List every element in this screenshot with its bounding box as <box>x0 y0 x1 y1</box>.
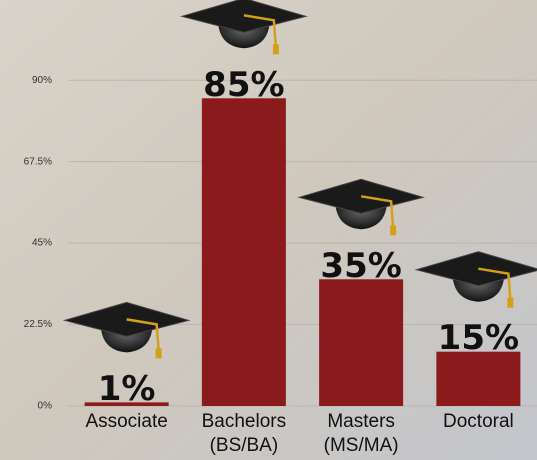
x-tick-label: (MS/MA) <box>324 435 399 456</box>
y-tick-label: 45% <box>32 238 52 249</box>
x-tick-label: Associate <box>85 411 167 432</box>
x-tick-label: (BS/BA) <box>210 435 279 456</box>
bar <box>202 98 286 406</box>
y-tick-label: 90% <box>32 75 52 86</box>
value-label: 35% <box>320 246 401 286</box>
value-label: 15% <box>438 318 519 358</box>
x-tick-label: Doctoral <box>443 411 514 432</box>
bar <box>436 352 520 406</box>
y-tick-label: 22.5% <box>24 319 52 330</box>
cap-tassel-end <box>156 348 162 358</box>
value-label: 85% <box>203 65 284 105</box>
cap-tassel-end <box>390 225 396 235</box>
y-tick-label: 0% <box>38 401 53 412</box>
cap-tassel-end <box>273 44 279 54</box>
y-tick-label: 67.5% <box>24 156 52 167</box>
cap-tassel-end <box>507 298 513 308</box>
x-tick-label: Masters <box>327 411 395 432</box>
chart: 0% 22.5% 45% 67.5% 90% 1%Associate 85% Bachelor… <box>0 0 537 460</box>
bar <box>319 279 403 406</box>
value-label: 1% <box>98 369 156 409</box>
x-tick-label: Bachelors <box>202 411 287 432</box>
